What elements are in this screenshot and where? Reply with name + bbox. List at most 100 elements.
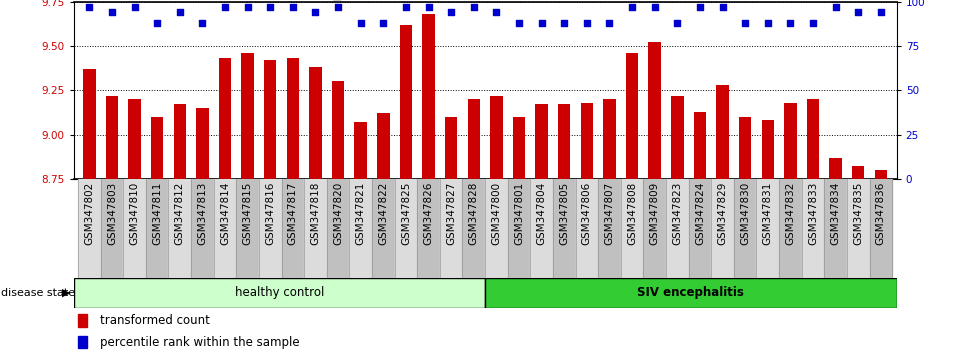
Bar — [829, 158, 842, 179]
Bar — [259, 179, 281, 278]
Bar — [779, 179, 802, 278]
Text: GSM347820: GSM347820 — [333, 182, 343, 245]
Point — [330, 4, 346, 10]
Text: GSM347825: GSM347825 — [401, 182, 411, 245]
Text: SIV encephalitis: SIV encephalitis — [637, 286, 745, 299]
Bar — [219, 58, 231, 179]
Bar — [151, 117, 164, 179]
Point — [669, 20, 685, 26]
Text: GSM347833: GSM347833 — [808, 182, 818, 245]
Bar — [761, 120, 774, 179]
Point — [783, 20, 799, 26]
Point — [353, 20, 368, 26]
Bar — [377, 113, 390, 179]
Text: GSM347834: GSM347834 — [831, 182, 841, 245]
Text: GSM347826: GSM347826 — [423, 182, 433, 245]
Point — [806, 20, 821, 26]
Bar — [417, 179, 440, 278]
Bar — [332, 81, 344, 179]
Bar — [711, 179, 734, 278]
Bar — [716, 85, 729, 179]
Text: percentile rank within the sample: percentile rank within the sample — [100, 336, 300, 349]
Point — [172, 10, 187, 15]
Text: GSM347817: GSM347817 — [288, 182, 298, 245]
Point — [218, 4, 233, 10]
Bar — [463, 179, 485, 278]
Bar — [440, 179, 463, 278]
Point — [534, 20, 550, 26]
Bar — [852, 166, 864, 179]
Bar — [604, 99, 615, 179]
Bar — [694, 112, 707, 179]
Bar — [530, 179, 553, 278]
Bar — [355, 122, 367, 179]
Bar — [77, 336, 87, 348]
Point — [692, 4, 708, 10]
Text: GSM347801: GSM347801 — [514, 182, 524, 245]
Point — [398, 4, 414, 10]
Bar — [264, 60, 276, 179]
Bar — [689, 179, 711, 278]
Text: GSM347813: GSM347813 — [197, 182, 208, 245]
Point — [466, 4, 481, 10]
Text: GSM347824: GSM347824 — [695, 182, 705, 245]
Bar — [666, 179, 689, 278]
Point — [126, 4, 142, 10]
Bar — [553, 179, 575, 278]
Point — [512, 20, 527, 26]
Bar — [101, 179, 123, 278]
Point — [149, 20, 165, 26]
Point — [647, 4, 662, 10]
Point — [240, 4, 256, 10]
Bar — [626, 53, 638, 179]
Text: GSM347806: GSM347806 — [582, 182, 592, 245]
Text: GSM347818: GSM347818 — [311, 182, 320, 245]
Bar — [395, 179, 417, 278]
Bar — [350, 179, 372, 278]
Text: GSM347822: GSM347822 — [378, 182, 388, 245]
Bar — [173, 104, 186, 179]
Text: GSM347807: GSM347807 — [605, 182, 614, 245]
Text: GSM347803: GSM347803 — [107, 182, 117, 245]
Text: GSM347810: GSM347810 — [129, 182, 139, 245]
Bar — [326, 179, 350, 278]
Bar — [874, 170, 887, 179]
Bar — [236, 179, 259, 278]
Point — [104, 10, 120, 15]
Bar — [191, 179, 214, 278]
Bar — [757, 179, 779, 278]
Point — [828, 4, 844, 10]
Bar — [508, 179, 530, 278]
Bar — [123, 179, 146, 278]
Bar — [400, 25, 413, 179]
Text: GSM347812: GSM347812 — [174, 182, 185, 245]
Point — [195, 20, 211, 26]
Text: GSM347831: GSM347831 — [762, 182, 773, 245]
Text: ▶: ▶ — [62, 288, 71, 298]
Bar — [807, 99, 819, 179]
Bar — [74, 278, 485, 308]
Bar — [580, 103, 593, 179]
Point — [737, 20, 753, 26]
Text: GSM347814: GSM347814 — [220, 182, 230, 245]
Bar — [490, 96, 503, 179]
Text: GSM347828: GSM347828 — [468, 182, 479, 245]
Text: GSM347816: GSM347816 — [266, 182, 275, 245]
Text: GSM347805: GSM347805 — [560, 182, 569, 245]
Text: GSM347832: GSM347832 — [785, 182, 796, 245]
Bar — [869, 179, 892, 278]
Point — [851, 10, 866, 15]
Point — [760, 20, 775, 26]
Point — [602, 20, 617, 26]
Bar — [146, 179, 169, 278]
Bar — [620, 179, 644, 278]
Text: GSM347802: GSM347802 — [84, 182, 94, 245]
Bar — [575, 179, 598, 278]
Point — [557, 20, 572, 26]
Bar — [286, 58, 299, 179]
Bar — [558, 104, 570, 179]
Bar — [671, 96, 684, 179]
Bar — [649, 42, 661, 179]
Point — [489, 10, 505, 15]
Bar — [169, 179, 191, 278]
